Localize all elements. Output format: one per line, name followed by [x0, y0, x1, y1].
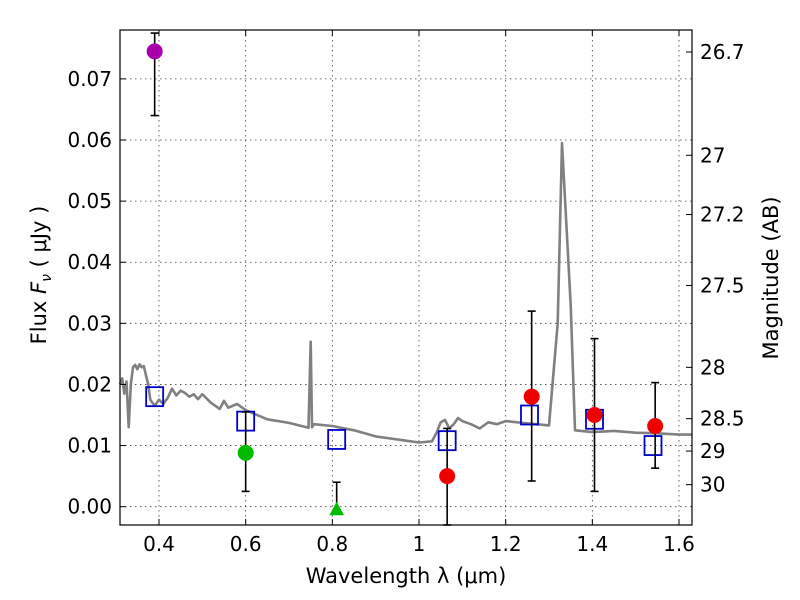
x-tick-label: 0.4: [143, 532, 175, 556]
observed-points: [146, 43, 664, 516]
observed-flux-point: [146, 43, 163, 60]
observed-upper-limit-triangle: [329, 501, 345, 516]
magnitude-tick-label: 27.5: [700, 273, 745, 297]
model-flux-square: [327, 429, 347, 450]
x-tick-label: 0.8: [316, 532, 348, 556]
y-tick-label: 0.04: [67, 250, 112, 274]
model-sed-layer: [118, 141, 692, 444]
y-tick-label: 0.05: [67, 189, 112, 213]
magnitude-tick-label: 27.2: [700, 203, 745, 227]
magnitude-tick-label: 27: [700, 143, 725, 167]
y-tick-label: 0.06: [67, 128, 112, 152]
model-flux-square: [643, 435, 663, 456]
observed-flux-point: [439, 468, 456, 485]
model-sed-line: [118, 141, 692, 444]
magnitude-tick-label: 26.7: [700, 40, 745, 64]
model-flux-square: [145, 386, 165, 408]
magnitude-tick-label: 28: [700, 355, 725, 379]
grid: [120, 30, 692, 525]
y-tick-label: 0.07: [67, 67, 112, 91]
x-tick-label: 1.4: [576, 532, 608, 556]
axis-ticks: 0.4 0.6 0.8 1 1.2 1.4 1.6 0.00 0.01 0.02 0.03 0.04 0…: [67, 30, 745, 556]
model-flux-squares: [145, 386, 663, 456]
plot-frame: [119, 29, 693, 526]
x-tick-label: 1.6: [663, 532, 695, 556]
y2-axis-label: Magnitude (AB): [759, 196, 783, 359]
observed-flux-point: [523, 388, 540, 405]
magnitude-tick-label: 28.5: [700, 407, 745, 431]
model-flux-square: [520, 404, 539, 426]
x-axis-label: Wavelength λ (μm): [306, 564, 507, 588]
y-axis-label: Flux Fν ( μJy ): [27, 206, 55, 345]
x-tick-label: 1: [413, 532, 426, 556]
magnitude-tick-label: 30: [700, 473, 725, 497]
y-tick-label: 0.01: [67, 434, 112, 458]
magnitude-tick-label: 29: [700, 439, 725, 463]
observed-flux-point: [237, 444, 254, 461]
x-tick-label: 0.6: [230, 532, 262, 556]
observed-flux-point: [586, 407, 603, 423]
y-tick-label: 0.00: [67, 495, 112, 519]
x-tick-label: 1.2: [490, 532, 522, 556]
y-tick-label: 0.03: [67, 311, 112, 335]
observed-flux-point: [647, 418, 664, 434]
y-tick-label: 0.02: [67, 372, 112, 396]
